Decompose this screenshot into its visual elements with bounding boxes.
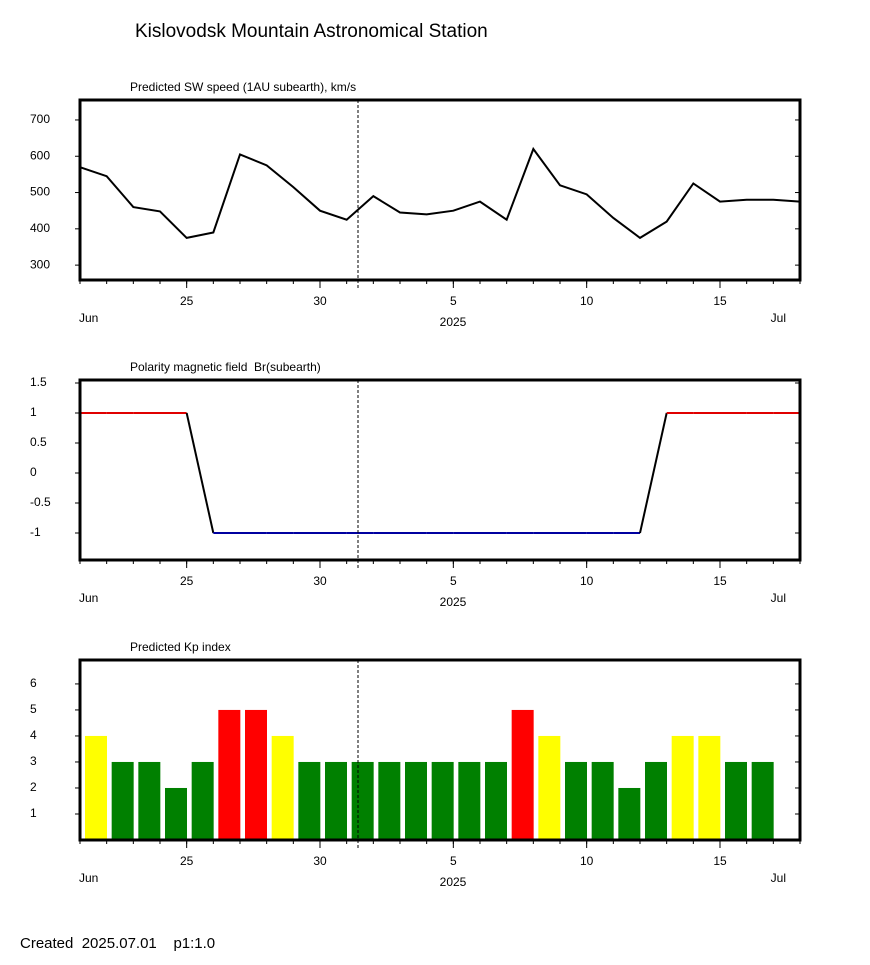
bar	[85, 735, 107, 840]
x-month-label: Jul	[771, 871, 786, 885]
y-tick-label: 5	[30, 702, 37, 716]
x-month-label: Jun	[79, 311, 98, 325]
y-tick-label: 400	[30, 221, 50, 235]
bar	[565, 761, 587, 840]
chart-title: Polarity magnetic field Br(subearth)	[130, 360, 321, 374]
y-tick-label: 6	[30, 676, 37, 690]
x-tick-label: 25	[180, 294, 194, 308]
bar	[511, 709, 534, 840]
x-tick-label: 15	[713, 294, 727, 308]
x-month-label: Jul	[771, 311, 786, 325]
bar	[111, 761, 134, 840]
x-tick-label: 30	[313, 854, 327, 868]
bar	[325, 761, 347, 840]
y-tick-label: -0.5	[30, 495, 51, 509]
y-tick-label: 3	[30, 754, 37, 768]
bar	[751, 761, 774, 840]
y-tick-label: 0.5	[30, 435, 47, 449]
y-tick-label: 4	[30, 728, 37, 742]
bar	[165, 787, 187, 840]
bar	[645, 761, 667, 840]
bar	[618, 787, 641, 840]
bar	[298, 761, 321, 840]
bar	[405, 761, 427, 840]
x-tick-label: 30	[313, 574, 327, 588]
x-month-label: Jun	[79, 591, 98, 605]
x-tick-label: 10	[580, 574, 594, 588]
plot-frame	[78, 98, 802, 282]
x-tick-label: 25	[180, 574, 194, 588]
y-tick-label: 300	[30, 257, 50, 271]
bar	[485, 761, 507, 840]
bar	[378, 761, 401, 840]
page-title: Kislovodsk Mountain Astronomical Station	[135, 21, 488, 42]
bar	[725, 761, 747, 840]
bar	[245, 709, 267, 840]
x-tick-label: 30	[313, 294, 327, 308]
y-tick-label: 700	[30, 112, 50, 126]
bar	[351, 761, 374, 840]
x-tick-label: 5	[450, 854, 457, 868]
x-month-label: Jun	[79, 871, 98, 885]
plot-frame	[78, 378, 802, 562]
chart-title: Predicted SW speed (1AU subearth), km/s	[130, 80, 356, 94]
y-tick-label: 1	[30, 806, 37, 820]
y-tick-label: 0	[30, 465, 37, 479]
x-tick-label: 5	[450, 574, 457, 588]
x-year-label: 2025	[440, 875, 467, 889]
bar	[538, 735, 561, 840]
x-tick-label: 15	[713, 854, 727, 868]
bar	[431, 761, 454, 840]
x-year-label: 2025	[440, 315, 467, 329]
bar	[698, 735, 721, 840]
bar	[218, 709, 241, 840]
bar	[138, 761, 161, 840]
bar	[591, 761, 614, 840]
bar	[271, 735, 294, 840]
y-tick-label: 1.5	[30, 375, 47, 389]
x-tick-label: 15	[713, 574, 727, 588]
polarity-segment	[639, 412, 668, 534]
footer: Created 2025.07.01 p1:1.0	[20, 935, 215, 952]
bar	[671, 735, 694, 840]
x-year-label: 2025	[440, 595, 467, 609]
x-tick-label: 5	[450, 294, 457, 308]
y-tick-label: -1	[30, 525, 41, 539]
bar	[458, 761, 481, 840]
polarity-segment	[185, 412, 215, 534]
x-month-label: Jul	[771, 591, 786, 605]
data-line	[79, 146, 801, 240]
x-tick-label: 10	[580, 294, 594, 308]
bar	[191, 761, 214, 840]
y-tick-label: 500	[30, 185, 50, 199]
plot-frame	[78, 658, 802, 842]
y-tick-label: 600	[30, 148, 50, 162]
x-tick-label: 25	[180, 854, 194, 868]
x-tick-label: 10	[580, 854, 594, 868]
y-tick-label: 1	[30, 405, 37, 419]
chart-title: Predicted Kp index	[130, 640, 231, 654]
y-tick-label: 2	[30, 780, 37, 794]
